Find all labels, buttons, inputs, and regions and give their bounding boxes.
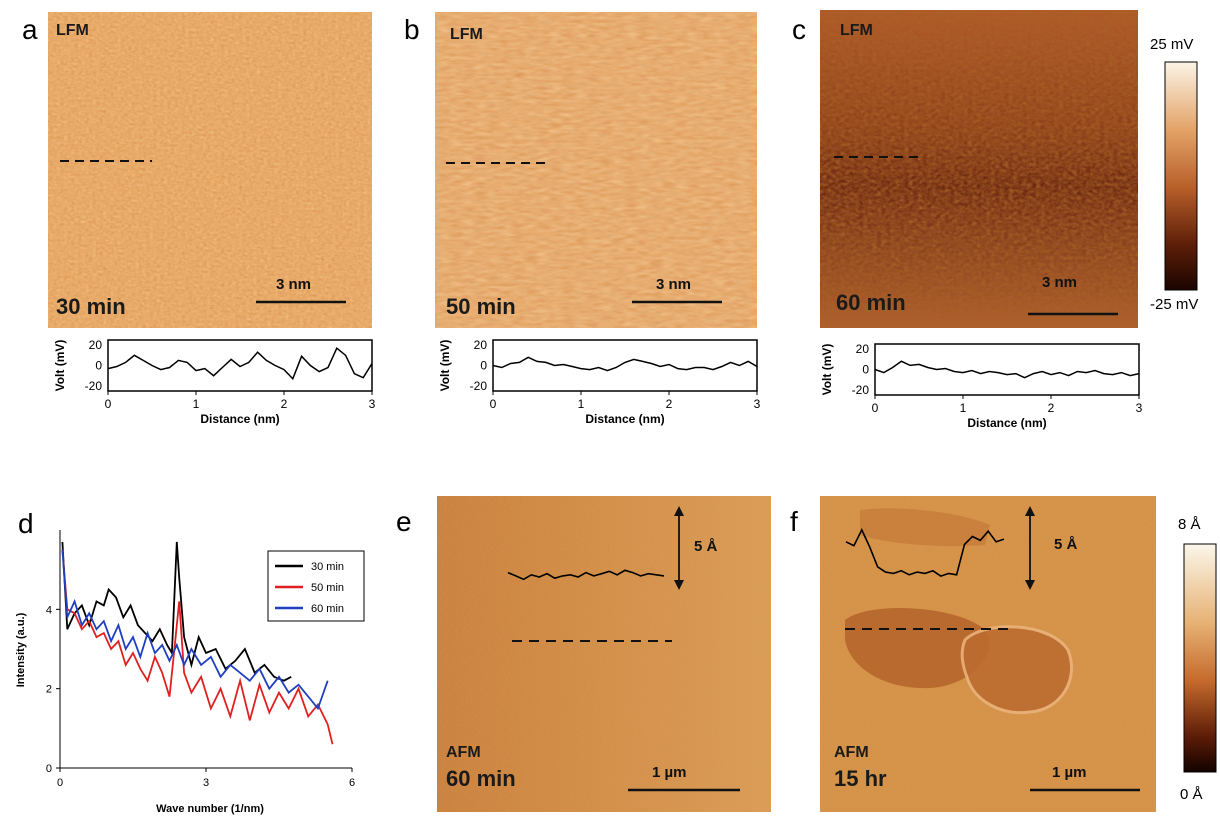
scale-label-a: 3 nm (276, 276, 312, 293)
height-label-f: 5 Å (1054, 536, 1078, 553)
xtick-label-b: 2 (666, 397, 673, 411)
time-label-e: 60 min (446, 766, 516, 791)
domain-dark-3 (860, 508, 990, 547)
spectrum-series-1 (61, 541, 292, 682)
ytick-label-a: 0 (95, 359, 102, 373)
profile-trace-b (492, 356, 758, 372)
panel-letter-d: d (18, 508, 34, 539)
spectrum-ytick-label: 0 (46, 763, 52, 775)
panel-letter-e: e (396, 506, 412, 537)
ytick-label-a: 20 (89, 338, 103, 352)
xtick-label-a: 0 (105, 397, 112, 411)
ytick-label-a: -20 (85, 379, 103, 393)
ytick-label-c: 0 (862, 363, 869, 377)
ytick-label-c: -20 (852, 383, 870, 397)
spectrum-ylabel: Intensity (a.u.) (15, 612, 27, 687)
ylabel-a: Volt (mV) (53, 340, 67, 392)
panel-letter-c: c (792, 14, 806, 45)
xlabel-b: Distance (nm) (585, 412, 664, 426)
spectrum-xlabel: Wave number (1/nm) (156, 803, 264, 815)
domain-dark-2 (960, 625, 1074, 715)
xlabel-c: Distance (nm) (967, 416, 1046, 430)
xtick-label-a: 3 (369, 397, 376, 411)
colorbar-afm-min: 0 Å (1180, 786, 1203, 803)
xtick-label-a: 2 (281, 397, 288, 411)
mode-label-f: AFM (834, 744, 869, 761)
mode-label-b: LFM (450, 26, 483, 43)
lfm-image-a (48, 12, 372, 328)
legend-label-1: 30 min (311, 561, 344, 573)
xtick-label-c: 0 (872, 401, 879, 415)
mode-label-e: AFM (446, 744, 481, 761)
panel-letter-b: b (404, 14, 420, 45)
ytick-label-b: -20 (470, 379, 488, 393)
lfm-image-c (820, 10, 1138, 328)
legend-label-2: 50 min (311, 582, 344, 594)
height-label-e: 5 Å (694, 538, 718, 555)
profile-frame-a (107, 339, 373, 392)
scale-label-e: 1 µm (652, 764, 687, 781)
xtick-label-b: 3 (754, 397, 761, 411)
mode-label-c: LFM (840, 22, 873, 39)
xtick-label-c: 3 (1136, 401, 1143, 415)
afm-image-f (820, 496, 1156, 812)
spectrum-series-3 (61, 549, 329, 711)
spectrum-xtick-label: 0 (57, 777, 63, 789)
ytick-label-b: 0 (480, 359, 487, 373)
colorbar-afm-max: 8 Å (1178, 516, 1201, 533)
mode-label-a: LFM (56, 22, 89, 39)
ylabel-c: Volt (mV) (820, 344, 834, 396)
colorbar-lfm-min: -25 mV (1150, 296, 1199, 313)
ylabel-b: Volt (mV) (438, 340, 452, 392)
afm-profile-trace-e (507, 569, 665, 581)
xtick-label-c: 2 (1048, 401, 1055, 415)
ytick-label-b: 20 (474, 338, 488, 352)
spectrum-ytick-label: 2 (46, 684, 52, 696)
ytick-label-c: 20 (856, 342, 870, 356)
afm-image-e (437, 496, 771, 812)
xlabel-a: Distance (nm) (200, 412, 279, 426)
scale-label-b: 3 nm (656, 276, 692, 293)
spectrum-xtick-label: 3 (203, 777, 209, 789)
lfm-image-b (435, 12, 757, 328)
scale-label-c: 3 nm (1042, 274, 1078, 291)
profile-frame-b (492, 339, 758, 392)
profile-trace-a (107, 347, 373, 381)
xtick-label-b: 1 (578, 397, 585, 411)
colorbar-lfm (1164, 61, 1198, 291)
xtick-label-c: 1 (960, 401, 967, 415)
panel-letter-f: f (790, 506, 798, 537)
profile-frame-c (874, 343, 1140, 396)
time-label-a: 30 min (56, 294, 126, 319)
spectrum-xtick-label: 6 (349, 777, 355, 789)
scale-label-f: 1 µm (1052, 764, 1087, 781)
afm-profile-trace-f (845, 528, 1005, 577)
xtick-label-b: 0 (490, 397, 497, 411)
profile-trace-c (874, 360, 1140, 379)
colorbar-lfm-max: 25 mV (1150, 36, 1194, 53)
time-label-f: 15 hr (834, 766, 887, 791)
xtick-label-a: 1 (193, 397, 200, 411)
time-label-b: 50 min (446, 294, 516, 319)
colorbar-afm (1183, 543, 1217, 773)
spectrum-ytick-label: 4 (46, 604, 52, 616)
spectrum-series-2 (61, 549, 334, 745)
time-label-c: 60 min (836, 290, 906, 315)
panel-letter-a: a (22, 14, 38, 45)
legend-label-3: 60 min (311, 603, 344, 615)
